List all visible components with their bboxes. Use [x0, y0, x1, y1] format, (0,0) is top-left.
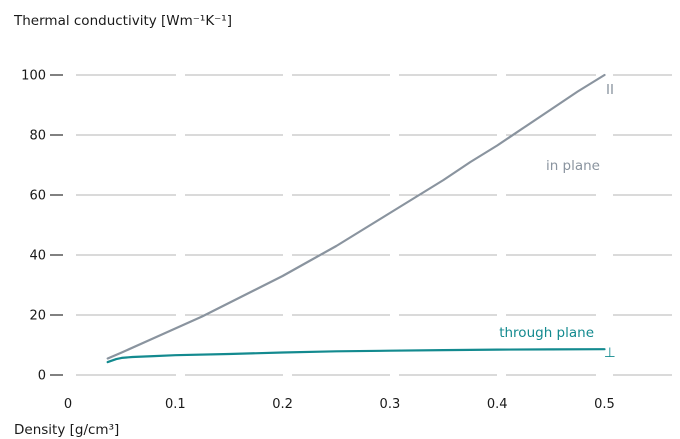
y-axis-title: Thermal conductivity [Wm⁻¹K⁻¹]: [13, 13, 232, 29]
y-tick-label: 60: [29, 189, 46, 204]
y-tick-label: 0: [38, 369, 46, 384]
y-tick-label: 20: [29, 309, 46, 324]
y-tick-label: 80: [29, 129, 46, 144]
series-lines: [106, 73, 606, 364]
series-line-in-plane: [106, 73, 606, 360]
series-symbol-in-plane: II: [606, 82, 614, 98]
y-axis-ticks: 0 20 40 60 80 100: [21, 69, 63, 384]
series-label-through-plane: through plane: [499, 325, 594, 341]
x-axis-title: Density [g/cm³]: [14, 422, 119, 438]
x-axis-ticks: 0 0.1 0.2 0.3 0.4 0.5: [64, 397, 615, 412]
x-tick-label: 0: [64, 397, 72, 412]
series-symbol-through-plane: ⊥: [604, 345, 616, 361]
x-tick-label: 0.5: [594, 397, 615, 412]
series-line-through-plane: [106, 348, 606, 364]
x-tick-label: 0.4: [487, 397, 508, 412]
x-tick-label: 0.2: [272, 397, 293, 412]
x-tick-label: 0.3: [380, 397, 401, 412]
x-tick-label: 0.1: [165, 397, 186, 412]
gridlines: [76, 74, 672, 376]
series-label-in-plane: in plane: [546, 158, 600, 174]
y-tick-label: 100: [21, 69, 46, 84]
y-tick-label: 40: [29, 249, 46, 264]
